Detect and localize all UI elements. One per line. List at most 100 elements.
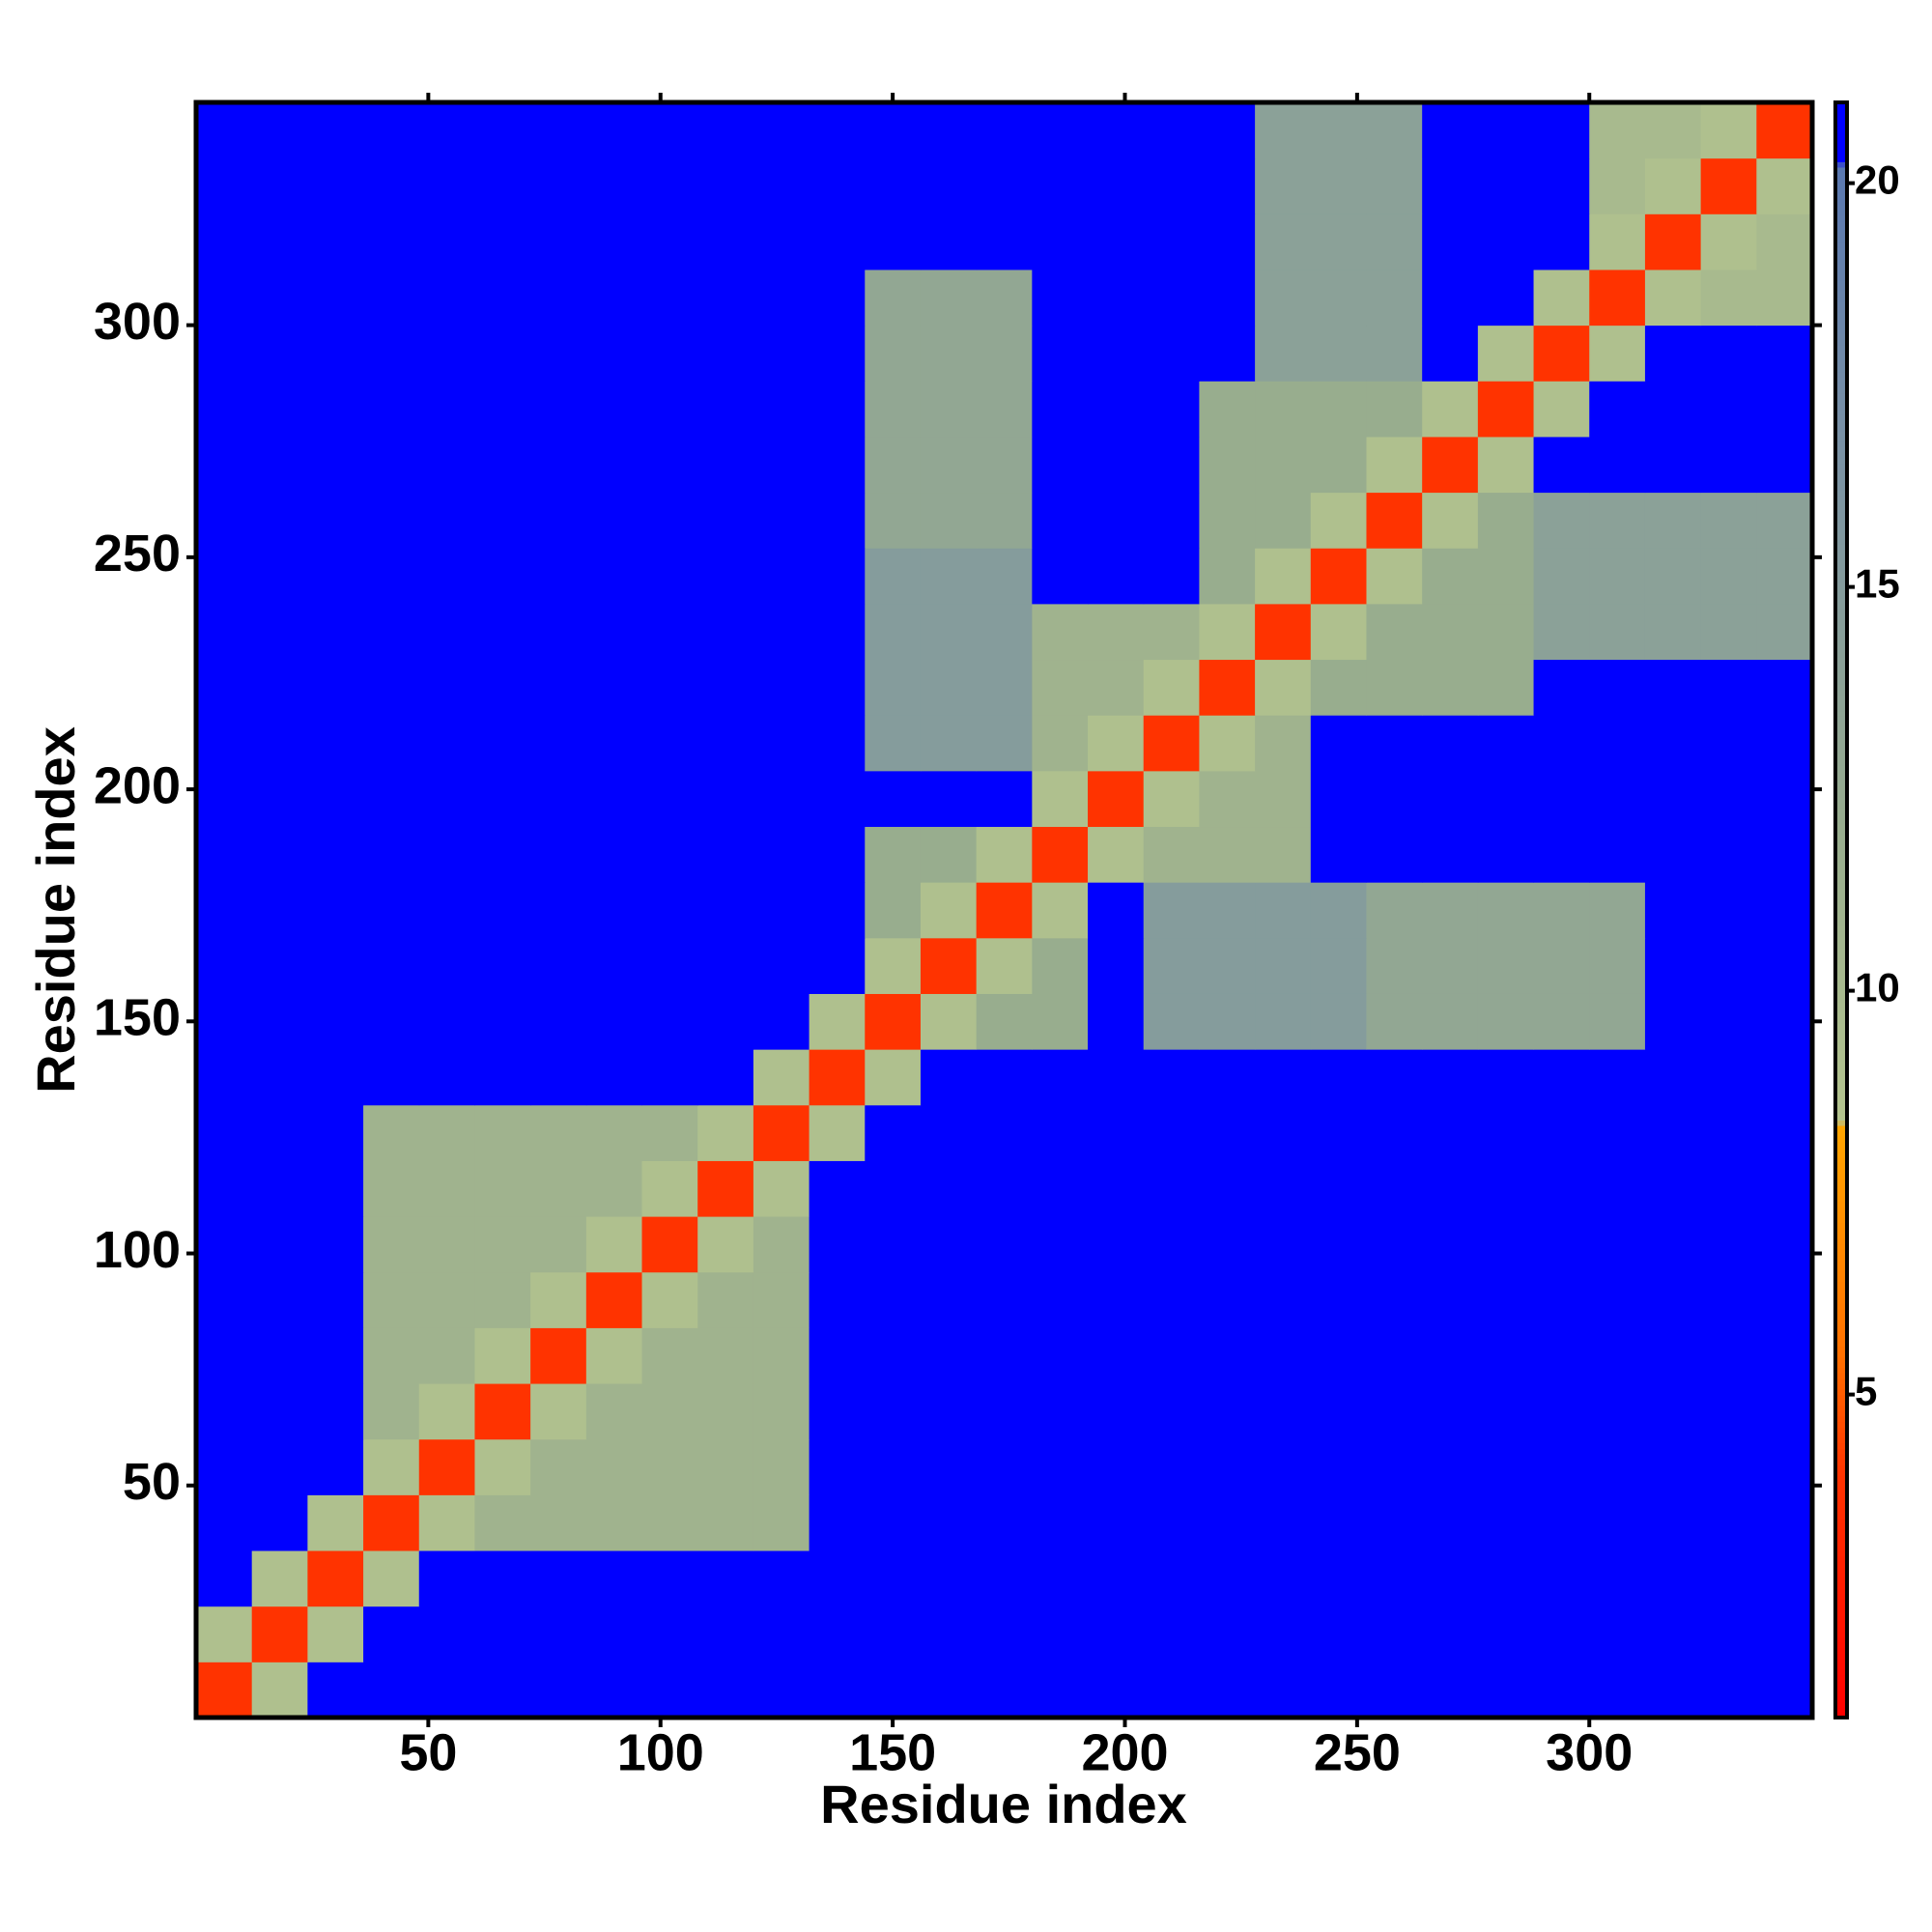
heatmap-cell [1700,770,1757,828]
heatmap-cell [1143,1327,1200,1384]
colorbar-segment [1835,1324,1847,1331]
heatmap-cell [1477,1104,1535,1161]
heatmap-cell [641,659,698,716]
heatmap-cell [641,1327,698,1384]
heatmap-cell [865,770,922,828]
colorbar-segment [1835,134,1847,141]
x-tick-label: 100 [617,1723,704,1781]
heatmap-cell [641,1550,698,1607]
heatmap-cell [1366,1438,1423,1495]
heatmap-cell [1366,1271,1423,1328]
colorbar-segment [1835,382,1847,388]
heatmap-cell [1255,882,1312,939]
heatmap-cell [307,603,364,661]
colorbar-segment [1835,1362,1847,1369]
x-tick-label: 150 [849,1723,936,1781]
colorbar-segment [1835,1340,1847,1348]
heatmap-cell [474,381,531,438]
heatmap-cell [1199,1662,1256,1719]
heatmap-cell [1032,1383,1089,1440]
heatmap-cell [1477,603,1535,661]
heatmap-cell [307,1662,364,1719]
heatmap-cell [697,548,754,605]
heatmap-cell [307,325,364,382]
heatmap-cell [976,1383,1033,1440]
heatmap-cell [1366,603,1423,661]
heatmap-cell [753,1104,810,1161]
heatmap-cell [418,826,475,883]
colorbar-segment [1835,1011,1847,1019]
heatmap-cell [418,213,475,270]
heatmap-cell [585,325,643,382]
colorbar-segment [1835,910,1847,917]
heatmap-cell [809,882,866,939]
colorbar-tick-label: 10 [1855,965,1900,1010]
heatmap-cell [474,1104,531,1161]
heatmap-cell [363,1271,420,1328]
heatmap-cell [1533,715,1590,772]
heatmap-cell [530,1327,587,1384]
heatmap-cell [753,492,810,549]
colorbar-segment [1835,716,1847,723]
heatmap-cell [1700,381,1757,438]
heatmap-cell [363,993,420,1050]
heatmap-cell [809,1104,866,1161]
heatmap-cell [1088,1494,1145,1551]
heatmap-cell [920,715,978,772]
heatmap-cell [1366,1049,1423,1106]
colorbar-segment [1835,948,1847,954]
heatmap-cell [1422,1662,1479,1719]
heatmap-cell [1032,1494,1089,1551]
heatmap-cell [753,1327,810,1384]
y-tick-label: 200 [94,756,181,814]
colorbar-segment [1835,404,1847,411]
colorbar-segment [1835,544,1847,551]
heatmap-cell [418,381,475,438]
heatmap-cell [1032,826,1089,883]
colorbar-segment [1835,312,1847,319]
heatmap-cell [474,1605,531,1662]
heatmap-cell [865,1438,922,1495]
heatmap-cell [920,492,978,549]
heatmap-cell [1700,1271,1757,1328]
heatmap-cell [1756,1216,1813,1273]
colorbar-segment [1835,748,1847,754]
heatmap-cell [307,102,364,159]
colorbar-segment [1835,204,1847,212]
heatmap-cell [920,1494,978,1551]
heatmap-cell [641,102,698,159]
heatmap-cell [1088,1160,1145,1217]
heatmap-cell [697,937,754,994]
colorbar-segment [1835,925,1847,932]
heatmap-cell [196,325,253,382]
heatmap-cell [1700,1550,1757,1607]
heatmap-cell [1366,1216,1423,1273]
colorbar: 5 10 15 20 [1833,100,1900,1719]
heatmap-cell [1143,1438,1200,1495]
heatmap-cell [1088,1216,1145,1273]
colorbar-segment [1835,861,1847,868]
heatmap-cell [1255,381,1312,438]
heatmap-cell [1088,269,1145,327]
colorbar-segment [1835,124,1847,130]
colorbar-segment [1835,1356,1847,1363]
colorbar-segment [1835,1044,1847,1051]
heatmap-cell [1477,993,1535,1050]
heatmap-cell [1422,603,1479,661]
colorbar-segment [1835,980,1847,986]
heatmap-cell [1088,213,1145,270]
heatmap-cell [418,1438,475,1495]
heatmap-cell [1310,1271,1367,1328]
heatmap-cell [307,1383,364,1440]
heatmap-cell [196,1216,253,1273]
heatmap-cell [1199,1327,1256,1384]
heatmap-cell [530,1605,587,1662]
heatmap-cell [1088,492,1145,549]
colorbar-segment [1835,1674,1847,1681]
heatmap-cell [1422,436,1479,494]
heatmap-cell [1589,1104,1646,1161]
heatmap-cell [251,436,308,494]
heatmap-cell [865,1494,922,1551]
colorbar-segment [1835,936,1847,944]
colorbar-segment [1835,1308,1847,1315]
